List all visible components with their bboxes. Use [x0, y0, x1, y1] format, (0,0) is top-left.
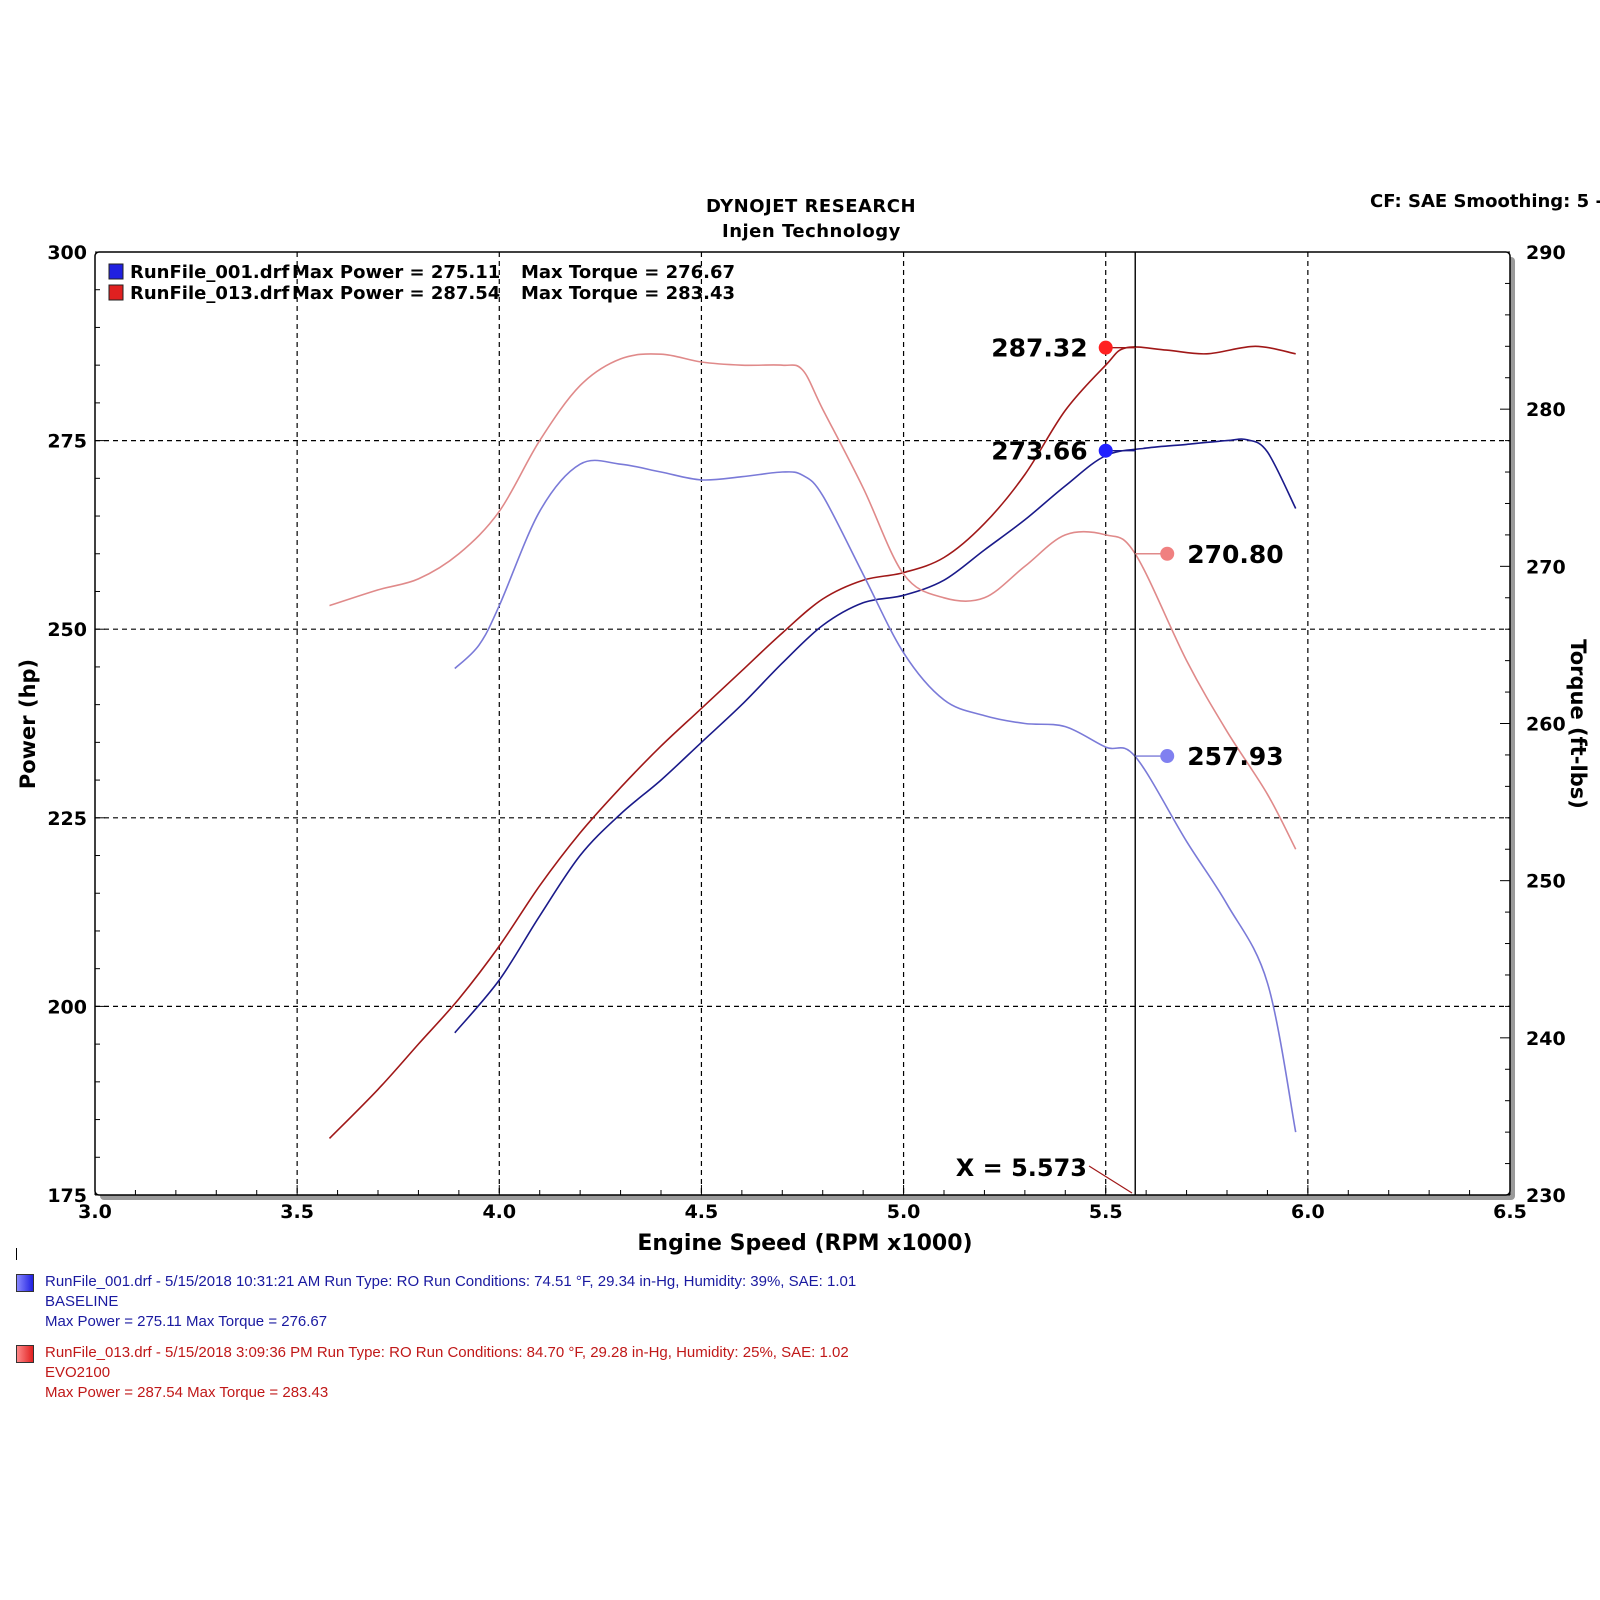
cursor-readout-leader: [1088, 1165, 1133, 1194]
y-left-tick-label: 300: [47, 242, 87, 264]
legend-max-power-0: Max Power = 275.11: [292, 262, 500, 283]
plot-area: [94, 251, 1511, 1196]
series-line-power-0: [454, 438, 1297, 1034]
legend-max-torque-0: Max Torque = 276.67: [521, 262, 735, 283]
x-tick-label: 5.0: [887, 1201, 921, 1223]
annotation-dot-0: [1098, 340, 1113, 355]
x-tick-label: 6.0: [1291, 1201, 1325, 1223]
x-tick-label: 4.5: [685, 1201, 719, 1223]
evo2100-run-name: EVO2100: [45, 1364, 111, 1381]
x-tick-label: 5.5: [1089, 1201, 1123, 1223]
annotation-label-1: 273.66: [991, 437, 1087, 466]
chart-title: DYNOJET RESEARCH: [706, 196, 917, 217]
y-right-tick-label: 240: [1526, 1028, 1566, 1050]
y-left-axis-title: Power (hp): [16, 659, 40, 789]
y-right-axis-title: Torque (ft-lbs): [1566, 639, 1590, 809]
series-line-torque-3: [329, 353, 1297, 850]
legend-max-torque-1: Max Torque = 283.43: [521, 283, 735, 304]
x-tick-label: 3.0: [78, 1201, 112, 1223]
baseline-color-swatch: [16, 1274, 34, 1292]
cursor-marker: [16, 1248, 17, 1260]
series-line-torque-2: [454, 459, 1297, 1133]
evo2100-run-details: RunFile_013.drf - 5/15/2018 3:09:36 PM R…: [45, 1344, 849, 1361]
y-left-tick-label: 250: [47, 619, 87, 641]
annotation-label-3: 257.93: [1187, 742, 1283, 771]
y-right-tick-label: 260: [1526, 714, 1566, 736]
x-tick-label: 6.5: [1493, 1201, 1527, 1223]
evo2100-color-swatch: [16, 1345, 34, 1363]
run-info-baseline: RunFile_001.drf - 5/15/2018 10:31:21 AM …: [16, 1272, 1016, 1332]
y-right-tick-label: 270: [1526, 556, 1566, 578]
baseline-run-name: BASELINE: [45, 1293, 119, 1310]
y-right-tick-label: 230: [1526, 1185, 1566, 1207]
y-left-tick-label: 175: [47, 1185, 87, 1207]
x-tick-label: 4.0: [482, 1201, 516, 1223]
annotation-dot-3: [1160, 749, 1175, 764]
legend-swatch-1: [108, 284, 124, 301]
cursor-readout: X = 5.573: [956, 1154, 1087, 1182]
x-tick-label: 3.5: [280, 1201, 314, 1223]
annotation-label-2: 270.80: [1187, 540, 1283, 569]
y-left-tick-label: 225: [47, 808, 87, 830]
y-right-tick-label: 290: [1526, 242, 1566, 264]
baseline-run-details: RunFile_001.drf - 5/15/2018 10:31:21 AM …: [45, 1273, 857, 1290]
legend-file-1: RunFile_013.drf: [130, 283, 290, 304]
y-left-tick-label: 200: [47, 996, 87, 1018]
x-axis-title: Engine Speed (RPM x1000): [637, 1231, 972, 1256]
legend-swatch-0: [108, 263, 124, 280]
y-right-tick-label: 280: [1526, 399, 1566, 421]
evo2100-run-max: Max Power = 287.54 Max Torque = 283.43: [45, 1384, 329, 1401]
run-info-evo2100: RunFile_013.drf - 5/15/2018 3:09:36 PM R…: [16, 1343, 1016, 1403]
legend-max-power-1: Max Power = 287.54: [292, 283, 500, 304]
chart-subtitle: Injen Technology: [722, 221, 901, 242]
baseline-run-max: Max Power = 275.11 Max Torque = 276.67: [45, 1313, 328, 1330]
annotation-label-0: 287.32: [991, 334, 1087, 363]
legend-file-0: RunFile_001.drf: [130, 262, 290, 283]
settings-readout: CF: SAE Smoothing: 5 -: [1370, 191, 1600, 212]
y-right-tick-label: 250: [1526, 871, 1566, 893]
annotation-dot-2: [1160, 546, 1175, 561]
y-left-tick-label: 275: [47, 431, 87, 453]
annotation-dot-1: [1098, 443, 1113, 458]
